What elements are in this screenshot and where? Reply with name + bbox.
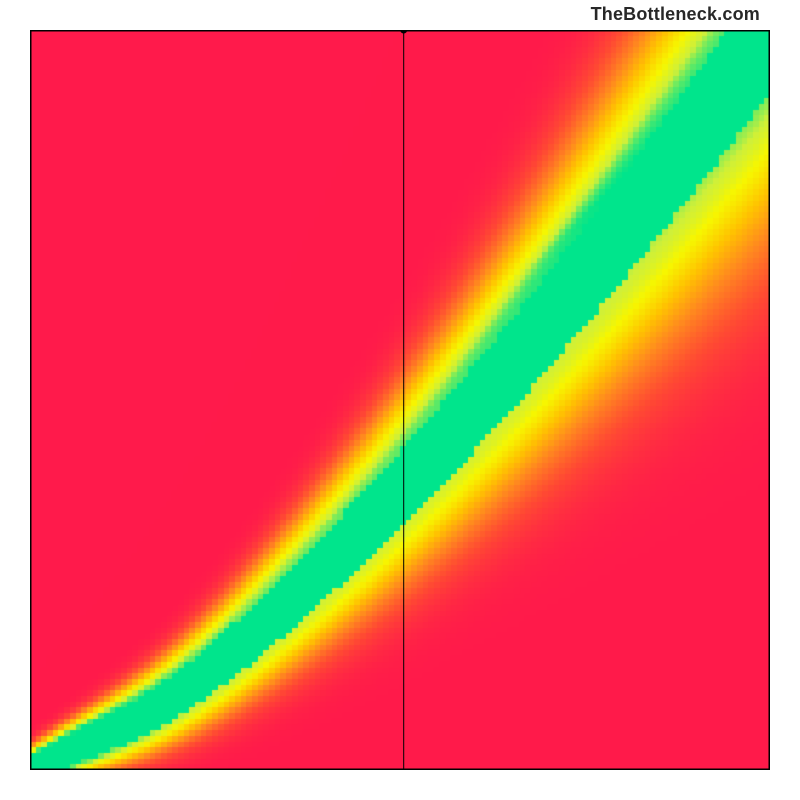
attribution-label: TheBottleneck.com [591, 4, 760, 25]
heatmap-canvas [30, 30, 770, 770]
chart-container: TheBottleneck.com [0, 0, 800, 800]
heatmap-plot [30, 30, 770, 770]
